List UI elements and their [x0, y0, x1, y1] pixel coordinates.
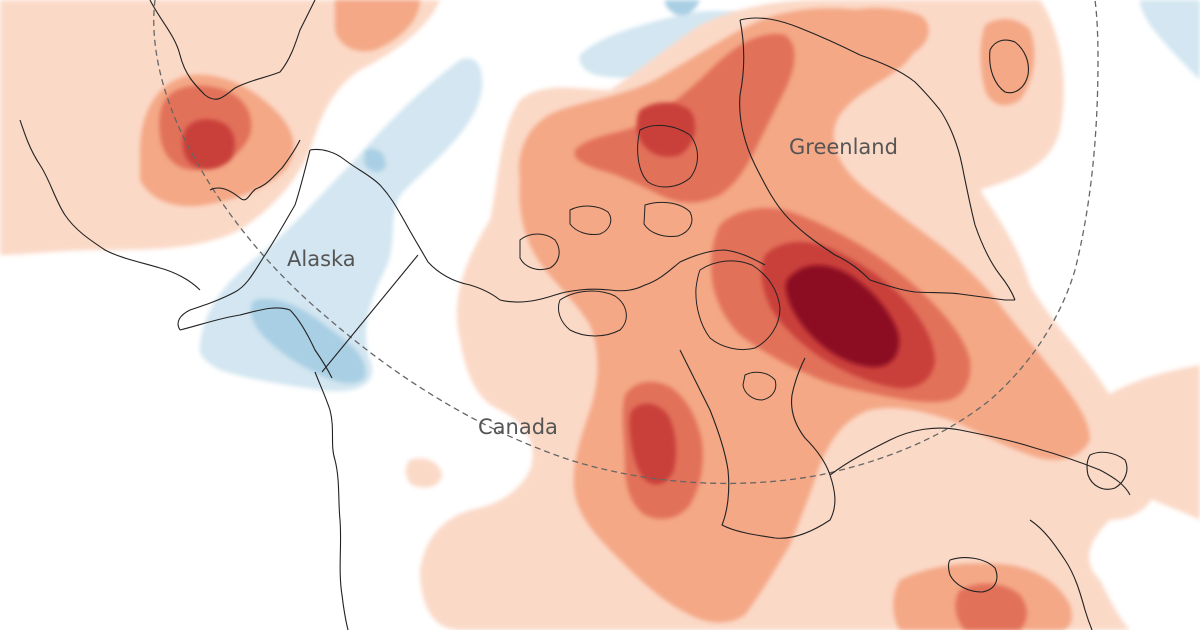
warm4-hudson — [629, 403, 676, 485]
coast-sea-of-okhotsk — [19, 119, 201, 291]
warm-zone-sw-blob — [405, 458, 442, 488]
coast-greenland-south — [869, 279, 1015, 301]
island-devon — [643, 201, 693, 237]
coast-svalbard — [989, 39, 1029, 94]
warm3-southeast — [955, 583, 1027, 630]
warm5-peak — [785, 265, 900, 368]
island-melville — [569, 205, 612, 235]
island-baffin — [695, 260, 781, 351]
coast-chukotka-south — [209, 139, 301, 201]
warm-zone-east — [1100, 365, 1200, 520]
coast-alaska-border — [321, 254, 419, 373]
coast-bc-coast — [314, 371, 349, 630]
coast-iceland — [1086, 451, 1128, 490]
coast-hudson-bay — [679, 349, 836, 539]
coast-labrador — [829, 427, 1131, 496]
warm-anomaly-layer-5 — [785, 265, 900, 368]
island-victoria — [557, 290, 627, 337]
coast-alaska-south — [179, 307, 333, 379]
coastlines — [19, 0, 1131, 630]
label-alaska: Alaska — [287, 247, 356, 271]
label-greenland: Greenland — [789, 135, 898, 159]
island-banks — [519, 233, 560, 271]
cool-zone-top-right — [1140, 0, 1200, 80]
coast-great-lakes — [947, 557, 998, 593]
warm4-northwest — [182, 119, 235, 170]
coast-alaska-west — [177, 149, 311, 331]
coast-canada-north — [499, 249, 766, 303]
warm2-north-center — [823, 8, 929, 59]
warm2-top-left — [335, 0, 420, 52]
warm4-north — [636, 102, 696, 157]
warm2-northeast — [980, 18, 1035, 106]
arctic-circle-line — [153, 0, 1099, 485]
coast-chukotka — [149, 0, 316, 100]
island-ellesmere — [637, 124, 698, 188]
coast-greenland-north — [739, 17, 941, 111]
label-canada: Canada — [478, 415, 558, 439]
coast-east-canada — [1029, 519, 1093, 630]
cool-zone-top-center-small — [664, 0, 700, 16]
coast-alaska-north — [309, 148, 501, 301]
cool-zone-alaska-inner — [250, 298, 366, 384]
coast-greenland-east — [939, 109, 1016, 301]
arctic-islands — [519, 124, 781, 401]
island-southampton — [742, 371, 777, 401]
coast-greenland-west — [739, 19, 871, 281]
cool-zone-alaska-small — [364, 148, 386, 172]
